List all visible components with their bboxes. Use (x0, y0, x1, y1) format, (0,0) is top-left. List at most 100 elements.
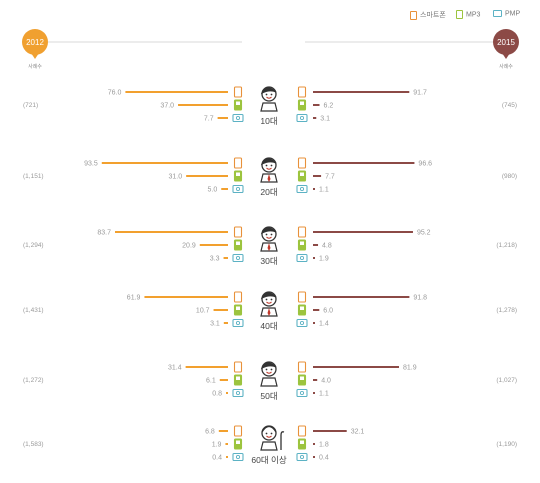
mp3-icon-screen (236, 241, 240, 245)
person-mouth (266, 236, 272, 239)
mp3-icon (297, 99, 307, 111)
person-eye (265, 164, 268, 167)
mp3-icon-screen (300, 376, 304, 380)
sample-size-2012: (1,272) (23, 377, 44, 384)
mp3-icon-screen (236, 172, 240, 176)
pmp-icon (232, 253, 244, 263)
age-label: 30대 (260, 256, 277, 266)
value-label-2012: 83.7 (97, 230, 111, 237)
bar-2015-pmp (313, 322, 315, 324)
bar-2015-smartphone (313, 162, 415, 164)
bar-2012-mp3 (213, 309, 228, 311)
pmp-icon-body (296, 318, 308, 328)
bar-2012-pmp (223, 322, 228, 324)
cane-icon (280, 431, 285, 450)
phone-icon (233, 361, 243, 373)
pmp-icon-body (232, 184, 244, 194)
mp3-icon (297, 438, 307, 450)
value-label-2015: 1.1 (319, 187, 329, 194)
bar-2015-mp3 (313, 175, 322, 177)
phone-icon-screen (236, 159, 240, 166)
person-mouth (266, 301, 272, 304)
age-label: 50대 (260, 391, 277, 401)
value-label-2012: 31.0 (169, 174, 183, 181)
pmp-icon (296, 318, 308, 328)
year-badge-pointer (31, 53, 39, 59)
mp3-icon-screen (236, 101, 240, 105)
legend-label: MP3 (466, 11, 481, 19)
legend-item-smartphone: 스마트폰 (410, 10, 446, 20)
mp3-icon (297, 304, 307, 316)
sample-size-2012: (1,583) (23, 441, 44, 448)
year-label-2015: 2015 (497, 38, 515, 47)
bar-2012-smartphone (115, 231, 228, 233)
person-hair (261, 425, 277, 433)
pmp-icon-body (296, 253, 308, 263)
pmp-icon (296, 113, 308, 123)
phone-icon (233, 86, 243, 98)
bar-2012-mp3 (219, 379, 228, 381)
phone-icon-screen (236, 228, 240, 235)
pmp-icon-button (299, 390, 305, 396)
value-label-2012: 37.0 (160, 103, 174, 110)
age-label: 60대 이상 (251, 455, 286, 465)
phone-icon (297, 86, 307, 98)
value-label-2015: 0.4 (319, 455, 329, 462)
person-hair (260, 362, 277, 370)
sample-size-header: 사례수 (28, 63, 42, 70)
bar-2012-mp3 (225, 443, 228, 445)
mp3-icon (233, 239, 243, 251)
bar-2012-mp3 (178, 104, 228, 106)
pmp-icon (232, 318, 244, 328)
sample-size-2015: (1,027) (496, 377, 517, 384)
bar-2012-smartphone (218, 430, 228, 432)
sample-size-2012: (721) (23, 102, 38, 109)
value-label-2012: 20.9 (182, 243, 196, 250)
bar-2012-mp3 (186, 175, 228, 177)
person-eye (270, 432, 273, 435)
value-label-2015: 95.2 (417, 230, 431, 237)
legend-item-mp3: MP3 (456, 10, 480, 19)
phone-icon-screen (300, 293, 304, 300)
value-label-2015: 1.1 (319, 391, 329, 398)
value-label-2012: 6.1 (206, 378, 216, 385)
pmp-icon (232, 452, 244, 462)
pmp-icon (232, 113, 244, 123)
value-label-2012: 7.7 (204, 116, 214, 123)
pmp-icon (493, 10, 502, 17)
pmp-icon-button (235, 454, 241, 460)
bar-2015-pmp (313, 456, 315, 458)
pmp-icon-button (299, 454, 305, 460)
pmp-icon-button (235, 390, 241, 396)
value-label-2015: 6.2 (324, 103, 334, 110)
pmp-icon-button (235, 115, 241, 121)
phone-icon-screen (300, 88, 304, 95)
person-eye (265, 298, 268, 301)
bar-2012-smartphone (185, 366, 228, 368)
phone-icon (297, 226, 307, 238)
person-eye (270, 93, 273, 96)
value-label-2012: 3.3 (210, 256, 220, 263)
person-hair (260, 292, 277, 300)
year-label-2012: 2012 (26, 38, 44, 47)
sample-size-2012: (1,151) (23, 173, 44, 180)
sample-size-2012: (1,431) (23, 307, 44, 314)
mp3-icon (233, 304, 243, 316)
pmp-icon-button (299, 186, 305, 192)
value-label-2012: 6.8 (205, 429, 215, 436)
value-label-2012: 10.7 (196, 308, 210, 315)
person-mouth (266, 96, 272, 99)
mp3-icon-screen (236, 306, 240, 310)
year-badge-2015 (493, 29, 519, 55)
value-label-2015: 1.4 (319, 321, 329, 328)
bar-2015-pmp (313, 188, 315, 190)
person-tie (267, 308, 271, 316)
year-badge-2012 (22, 29, 48, 55)
pmp-icon-body (296, 113, 308, 123)
bar-2015-pmp (313, 257, 315, 259)
bar-2015-mp3 (313, 309, 320, 311)
pmp-icon (296, 388, 308, 398)
person-eye (270, 368, 273, 371)
person-hair (260, 87, 277, 95)
bar-2012-pmp (221, 188, 228, 190)
